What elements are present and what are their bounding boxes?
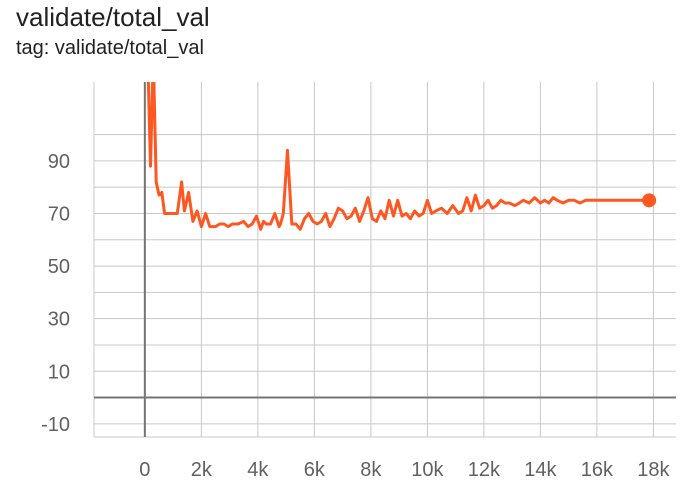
x-tick-label: 0: [139, 459, 150, 481]
grid-lines: [93, 82, 676, 438]
x-tick-label: 16k: [581, 459, 614, 481]
x-tick-label: 4k: [247, 459, 269, 481]
y-tick-label: 10: [48, 361, 70, 383]
x-tick-label: 10k: [411, 459, 444, 481]
series-layer: [146, 82, 657, 231]
y-tick-label: 90: [48, 151, 70, 173]
tick-labels: -10 10 30 50 70 90 0 2k 4k 6k 8k 10k 12k 14k 16k 18k: [41, 151, 670, 481]
x-tick-label: 8k: [360, 459, 382, 481]
y-tick-label: 70: [48, 203, 70, 225]
y-tick-label: 50: [48, 256, 70, 278]
y-tick-label: -10: [41, 414, 70, 436]
chart-tag: tag: validate/total_val: [16, 37, 204, 59]
y-tick-label: 30: [48, 309, 70, 331]
x-tick-label: 12k: [468, 459, 501, 481]
zero-axes: [94, 82, 676, 437]
x-tick-label: 2k: [191, 459, 213, 481]
x-tick-label: 6k: [304, 459, 326, 481]
x-tick-label: 14k: [524, 459, 557, 481]
x-tick-label: 18k: [637, 459, 670, 481]
series-end-point: [642, 193, 657, 208]
chart-title: validate/total_val: [16, 2, 210, 32]
series-line: [146, 82, 651, 231]
